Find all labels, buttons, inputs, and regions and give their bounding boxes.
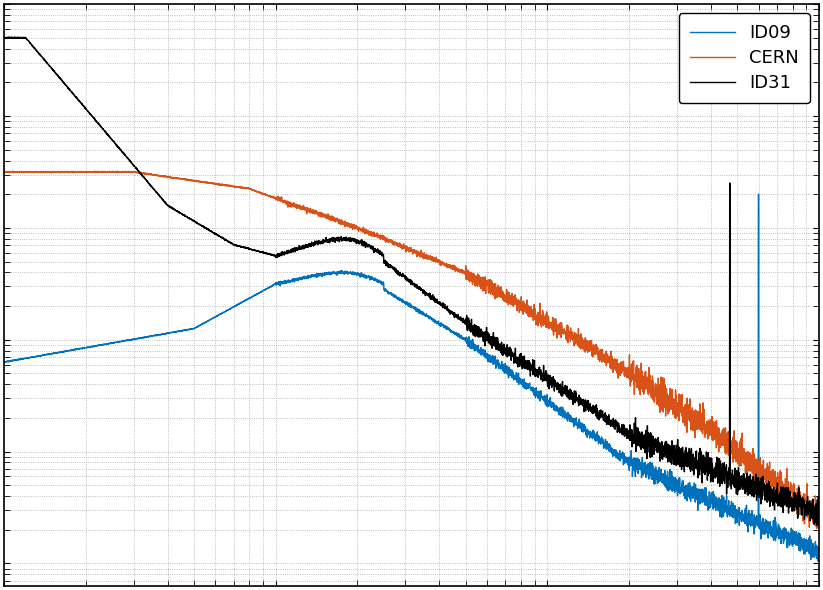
ID09 xyxy=(310,271,320,278)
ID31 xyxy=(0,34,10,41)
ID09 xyxy=(147,333,157,340)
CERN xyxy=(811,525,821,532)
ID09 xyxy=(814,555,823,562)
ID31 xyxy=(529,361,539,368)
ID09 xyxy=(753,191,763,198)
Line: ID09: ID09 xyxy=(4,194,819,561)
ID31 xyxy=(811,522,821,529)
ID09 xyxy=(0,359,9,366)
ID09 xyxy=(814,558,823,565)
ID31 xyxy=(814,514,823,521)
CERN xyxy=(529,301,539,308)
ID09 xyxy=(529,386,539,394)
CERN xyxy=(310,208,320,215)
CERN xyxy=(147,171,157,178)
ID09 xyxy=(669,487,679,494)
ID09 xyxy=(488,354,498,361)
ID31 xyxy=(147,183,157,191)
CERN xyxy=(0,168,9,175)
ID31 xyxy=(488,336,498,343)
ID31 xyxy=(310,239,320,246)
CERN xyxy=(67,168,77,175)
CERN xyxy=(814,509,823,516)
CERN xyxy=(669,396,679,403)
Legend: ID09, CERN, ID31: ID09, CERN, ID31 xyxy=(679,13,810,103)
ID31 xyxy=(669,461,679,468)
CERN xyxy=(488,281,498,289)
Line: ID31: ID31 xyxy=(4,37,819,526)
ID09 xyxy=(607,445,617,452)
ID31 xyxy=(607,417,617,424)
ID31 xyxy=(0,35,9,42)
Line: CERN: CERN xyxy=(4,171,819,529)
CERN xyxy=(607,360,617,367)
